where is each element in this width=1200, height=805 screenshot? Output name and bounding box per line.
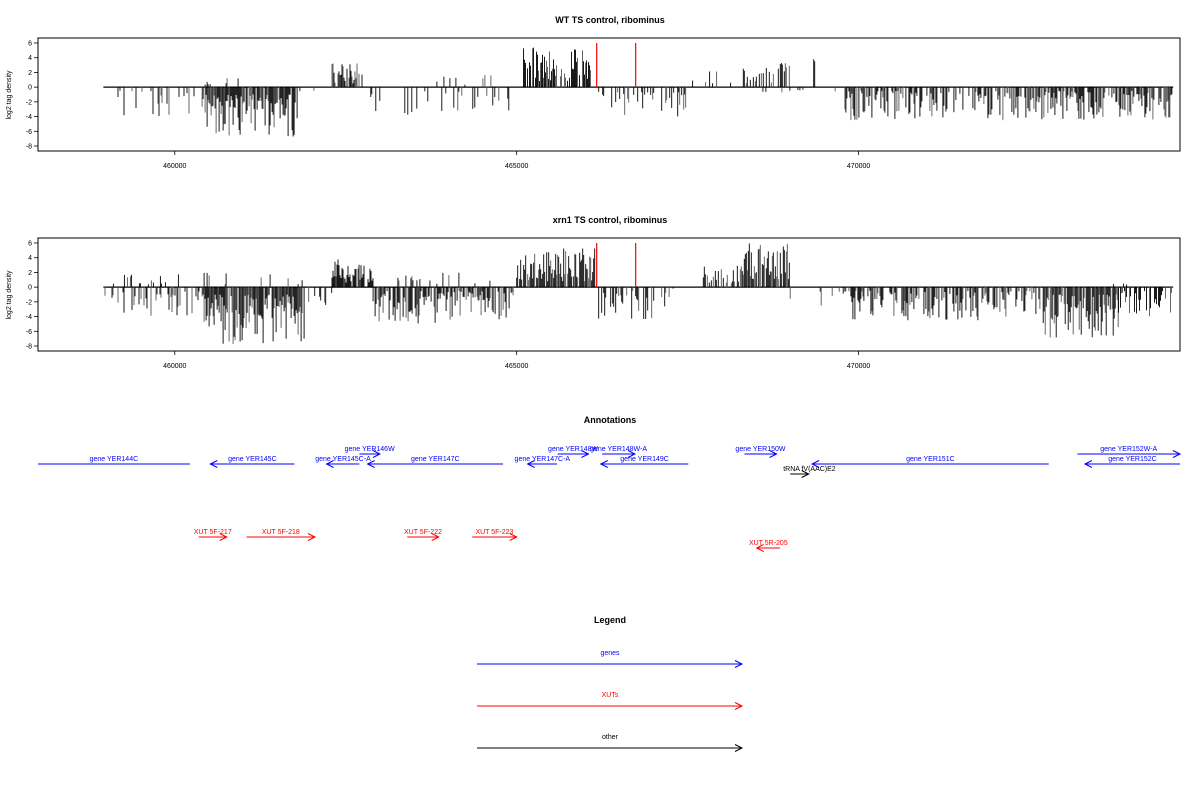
annotations-panel: Annotations gene YER144C gene YER145Cgene… (38, 415, 1182, 552)
annotations-title: Annotations (584, 415, 637, 425)
gene-label: gene YER148W-A (590, 446, 647, 453)
gene-label: gene YER152W-A (1100, 446, 1157, 453)
wt-y-tick-label: -2 (26, 99, 32, 106)
wt-y-tick-label: -4 (26, 114, 32, 121)
gene-label: gene YER152C (1108, 456, 1157, 463)
gene-arrow-arrowhead (372, 450, 382, 458)
gene-label: gene YER147C-A (515, 456, 571, 463)
legend-title: Legend (594, 615, 626, 625)
gene-arrow-arrowhead (209, 460, 218, 468)
wt-red-markers (596, 43, 637, 88)
xrn1-x-tick-label: 460000 (163, 363, 186, 370)
xut-label: XUT 5F-223 (475, 529, 513, 536)
other-arrow-arrowhead (801, 470, 810, 478)
wt-y-tick-label: 4 (28, 55, 32, 62)
gene-arrow-arrowhead (1172, 450, 1182, 458)
gene-arrow-arrowhead (581, 450, 590, 458)
xrn1-density-bars (103, 243, 1174, 344)
legend-arrowhead (734, 744, 744, 752)
xut-label: XUT 5R-205 (749, 540, 788, 547)
wt-track-title: WT TS control, ribominus (555, 15, 665, 25)
xut-arrow-arrowhead (755, 544, 764, 552)
legend-panel: Legend genes XUTs other (477, 615, 744, 752)
xrn1-y-axis: 6 4 2 0 -2 -4 -6 -8 (26, 241, 39, 351)
gene-arrow-arrowhead (769, 450, 778, 458)
xut-label: XUT 5F-217 (194, 529, 232, 536)
wt-x-tick-label: 470000 (847, 163, 870, 170)
gene-label: gene YER150W (735, 446, 785, 453)
xrn1-y-tick-label: -6 (26, 329, 32, 336)
gene-arrow-arrowhead (627, 450, 637, 458)
gene-label: gene YER145C (228, 456, 277, 463)
gene-arrow-arrowhead (599, 460, 609, 468)
wt-x-tick-label: 460000 (163, 163, 186, 170)
legend-item-label: genes (600, 650, 620, 657)
xrn1-y-tick-label: -8 (26, 344, 32, 351)
wt-y-axis: 6 4 2 0 -2 -4 -6 -8 (26, 41, 39, 151)
wt-x-tick-label: 465000 (505, 163, 528, 170)
xut-arrow-arrowhead (509, 533, 518, 541)
xut-label: XUT 5F-222 (404, 529, 442, 536)
wt-y-tick-label: -6 (26, 129, 32, 136)
xrn1-y-tick-label: 6 (28, 241, 32, 248)
gene-label: gene YER145C-A (315, 456, 371, 463)
legend-item-label: XUTs (602, 692, 619, 699)
xut-arrow-arrowhead (219, 533, 228, 541)
xrn1-track-panel: xrn1 TS control, ribominus log2 tag dens… (6, 215, 1181, 370)
wt-y-axis-label: log2 tag density (6, 70, 13, 120)
legend-items: genes XUTs other (477, 650, 744, 752)
other-label: tRNA fV(AAC)E2 (783, 466, 836, 473)
gene-label: gene YER148W (548, 446, 598, 453)
xrn1-red-markers (596, 243, 637, 288)
wt-y-tick-label: -8 (26, 144, 32, 151)
xrn1-y-tick-label: -2 (26, 299, 32, 306)
xrn1-y-tick-label: 0 (28, 285, 32, 292)
wt-y-tick-label: 0 (28, 85, 32, 92)
xrn1-x-tick-label: 470000 (847, 363, 870, 370)
xrn1-x-tick-label: 465000 (505, 363, 528, 370)
wt-x-axis: 460000 465000 470000 (163, 151, 870, 170)
gene-arrow-arrowhead (526, 460, 535, 468)
wt-y-tick-label: 6 (28, 41, 32, 48)
gene-arrow-arrowhead (325, 460, 334, 468)
gene-label: gene YER146W (345, 446, 395, 453)
xrn1-x-axis: 460000 465000 470000 (163, 351, 870, 370)
gene-arrow-arrowhead (810, 460, 820, 468)
legend-arrowhead (734, 660, 744, 668)
gene-label: gene YER151C (906, 456, 955, 463)
wt-track-panel: WT TS control, ribominus log2 tag densit… (6, 15, 1181, 170)
xrn1-y-tick-label: 4 (28, 255, 32, 262)
gene-arrow-arrowhead (366, 460, 375, 468)
xut-label: XUT 5F-218 (262, 529, 300, 536)
xut-arrow-arrowhead (307, 533, 317, 541)
legend-item-label: other (602, 734, 619, 741)
xrn1-y-axis-label: log2 tag density (6, 270, 13, 320)
xrn1-y-tick-label: -4 (26, 314, 32, 321)
wt-density-bars (103, 47, 1174, 137)
wt-y-tick-label: 2 (28, 70, 32, 77)
gene-label: gene YER147C (411, 456, 460, 463)
gene-annotations: gene YER144C gene YER145C gene YER146W gene… (38, 446, 1182, 468)
gene-arrow-arrowhead (1083, 460, 1093, 468)
other-annotations: tRNA fV(AAC)E2 (783, 466, 836, 478)
xut-annotations: XUT 5F-217 XUT 5F-218 XUT 5F-222 XUT 5F-223… (194, 529, 788, 552)
gene-label: gene YER149C (620, 456, 669, 463)
xrn1-y-tick-label: 2 (28, 270, 32, 277)
xrn1-track-title: xrn1 TS control, ribominus (553, 215, 668, 225)
xut-arrow-arrowhead (431, 533, 440, 541)
legend-arrowhead (734, 702, 744, 710)
gene-label: gene YER144C (90, 456, 139, 463)
